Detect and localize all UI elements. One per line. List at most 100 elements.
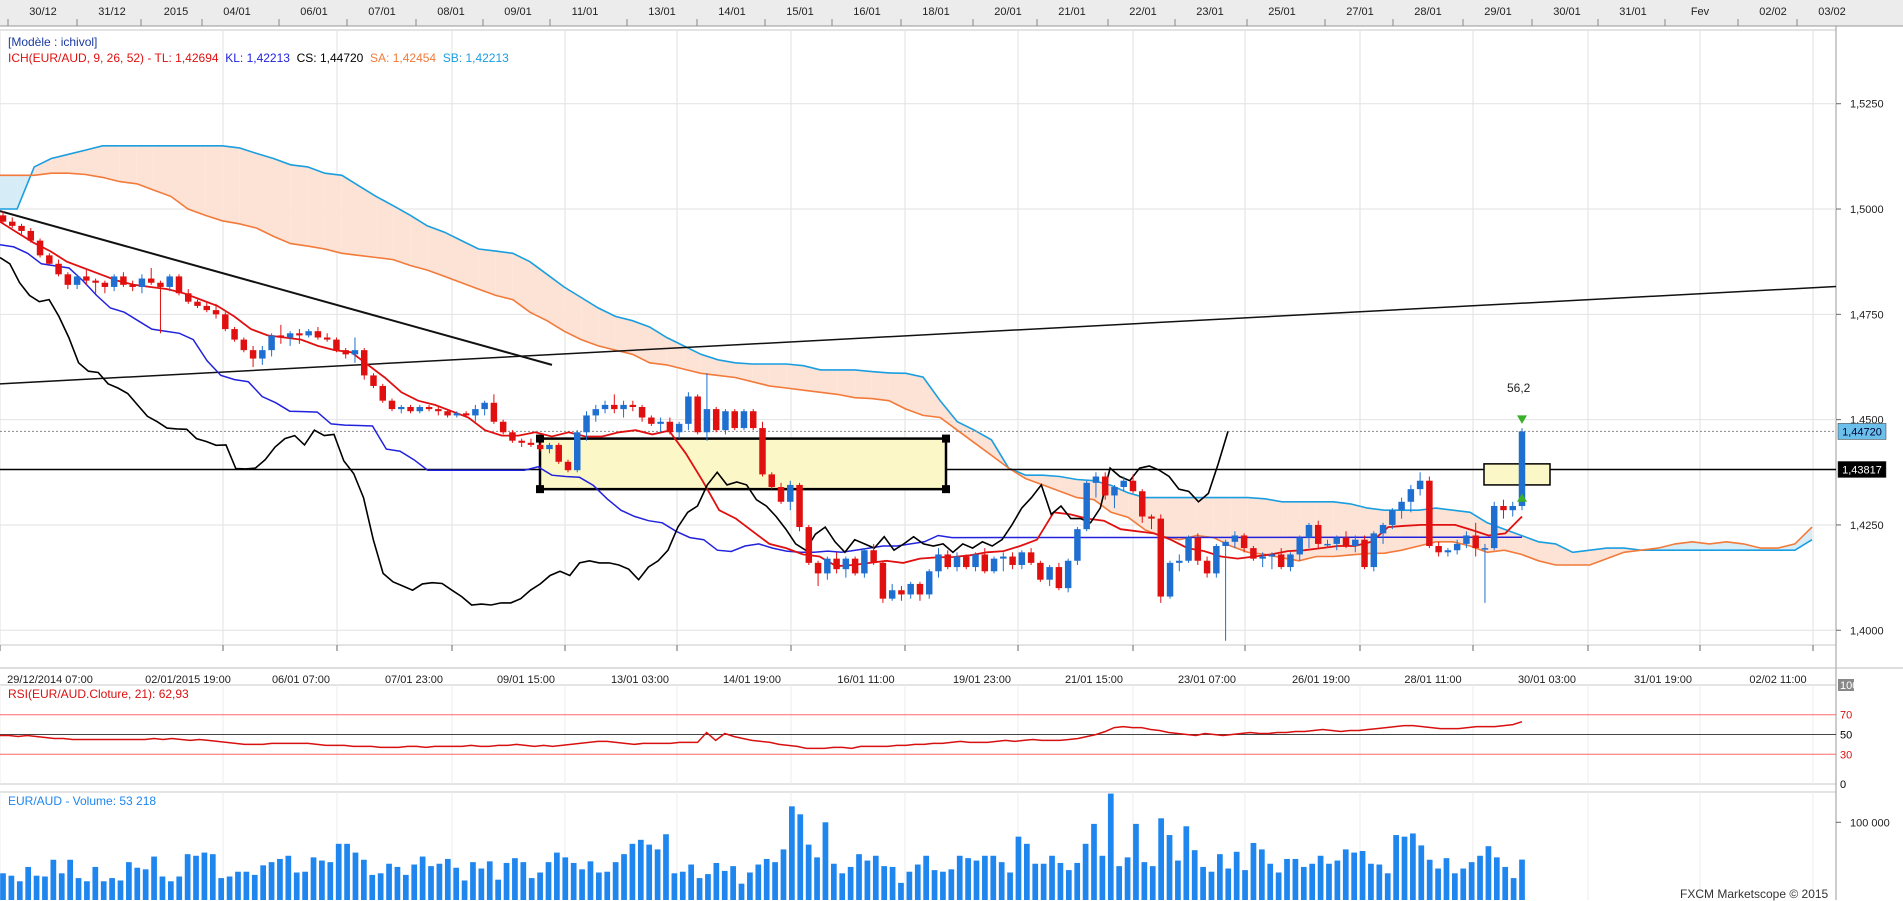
bottom-date-label: 31/01 19:00 — [1634, 674, 1692, 686]
volume-bar — [1435, 869, 1441, 900]
candle-bullish — [1120, 481, 1126, 487]
candle-bullish — [1213, 546, 1219, 573]
volume-bar — [1418, 845, 1424, 900]
volume-bar — [361, 860, 367, 900]
volume-bar — [730, 866, 736, 900]
y-tick-label: 1,5000 — [1850, 204, 1884, 216]
ichimoku-legend-name: ICH(EUR/AUD, 9, 26, 52) - — [8, 51, 151, 65]
top-date-label: 31/01 — [1619, 6, 1647, 18]
bottom-date-label: 02/02 11:00 — [1749, 674, 1806, 686]
volume-bar — [537, 873, 543, 900]
volume-bar — [92, 867, 98, 900]
volume-bar — [915, 865, 921, 900]
volume-bar — [34, 876, 40, 900]
top-date-label: 21/01 — [1058, 6, 1086, 18]
candle-bearish — [194, 302, 200, 306]
candle-bearish — [1056, 567, 1062, 588]
volume-bar — [1167, 835, 1173, 900]
volume-bar — [1486, 846, 1492, 900]
volume-bar — [1259, 849, 1265, 900]
top-date-label: 30/12 — [29, 6, 57, 18]
candle-bullish — [111, 276, 117, 287]
volume-bar — [428, 866, 434, 900]
candle-bullish — [1222, 542, 1228, 546]
bottom-date-label: 16/01 11:00 — [837, 674, 894, 686]
candle-bullish — [861, 550, 867, 573]
bottom-date-label: 21/01 15:00 — [1065, 674, 1123, 686]
kumo-cloud-segment — [205, 146, 222, 221]
volume-bar — [143, 869, 149, 900]
kumo-cloud-segment — [1333, 502, 1350, 557]
kumo-cloud-segment — [479, 249, 496, 295]
candle-bearish — [1195, 538, 1201, 561]
top-date-label: 14/01 — [718, 6, 746, 18]
volume-bar — [327, 862, 333, 900]
candle-bearish — [120, 276, 126, 284]
volume-bar — [202, 853, 208, 900]
candle-bearish — [83, 276, 89, 280]
ichimoku-legend: ICH(EUR/AUD, 9, 26, 52) - TL: 1,42694 KL… — [8, 51, 509, 65]
candle-bearish — [1139, 491, 1145, 516]
kumo-cloud-segment — [821, 370, 838, 394]
bottom-date-label: 02/01/2015 19:00 — [145, 674, 231, 686]
kumo-cloud-segment — [1197, 498, 1214, 538]
candle-bearish — [1028, 552, 1034, 563]
kumo-cloud-segment — [872, 372, 889, 401]
volume-bar — [1376, 865, 1382, 900]
candle-bullish — [1093, 477, 1099, 483]
volume-bar — [336, 844, 342, 900]
volume-bar — [1116, 866, 1122, 900]
bottom-date-label: 13/01 03:00 — [611, 674, 669, 686]
candle-bullish — [1306, 525, 1312, 538]
candle-bullish — [1408, 489, 1414, 502]
kumo-cloud-segment — [1162, 498, 1179, 540]
candle-bullish — [1232, 535, 1238, 541]
top-date-label: 16/01 — [853, 6, 881, 18]
candle-bearish — [0, 215, 6, 221]
candle-bullish — [583, 415, 589, 432]
rsi-tick-label: 30 — [1840, 749, 1852, 761]
volume-bar — [487, 861, 493, 900]
volume-bar — [176, 876, 182, 900]
volume-bar — [1335, 861, 1341, 900]
volume-bar — [621, 854, 627, 900]
candle-bearish — [342, 350, 348, 354]
candle-bearish — [880, 563, 886, 599]
candle-bearish — [1130, 481, 1136, 492]
volume-bar — [638, 840, 644, 900]
candle-bearish — [407, 407, 413, 411]
kumo-cloud-segment — [496, 251, 513, 299]
volume-bar — [739, 884, 745, 900]
candle-bullish — [889, 590, 895, 598]
candle-bullish — [972, 554, 978, 567]
volume-bar — [1141, 862, 1147, 900]
volume-bar — [1469, 862, 1475, 900]
candle-bearish — [750, 411, 756, 428]
volume-bar — [1452, 873, 1458, 900]
volume-bar — [1251, 843, 1257, 900]
volume-bar — [1007, 873, 1013, 900]
candle-bearish — [778, 487, 784, 502]
candle-bearish — [1361, 540, 1367, 567]
volume-bar — [479, 869, 485, 900]
volume-tick-label: 100 000 — [1850, 817, 1890, 829]
volume-bar — [1083, 844, 1089, 900]
volume-bar — [957, 856, 963, 900]
ichimoku-legend-sa: SA: 1,42454 — [370, 51, 436, 65]
candle-bullish — [657, 422, 663, 424]
candle-bearish — [1158, 519, 1164, 597]
volume-bar — [235, 872, 241, 900]
volume-bar — [1494, 857, 1500, 900]
volume-bar — [1091, 824, 1097, 900]
volume-bar — [285, 856, 291, 900]
box-handle — [536, 485, 544, 493]
bottom-date-label: 26/01 19:00 — [1292, 674, 1350, 686]
kumo-cloud-segment — [838, 370, 855, 398]
volume-bar — [520, 862, 526, 900]
candle-bullish — [935, 554, 941, 571]
volume-bar — [823, 822, 829, 900]
rsi-tick-label: 70 — [1840, 710, 1852, 722]
volume-bar — [1242, 870, 1248, 900]
kumo-cloud-segment — [85, 146, 102, 178]
